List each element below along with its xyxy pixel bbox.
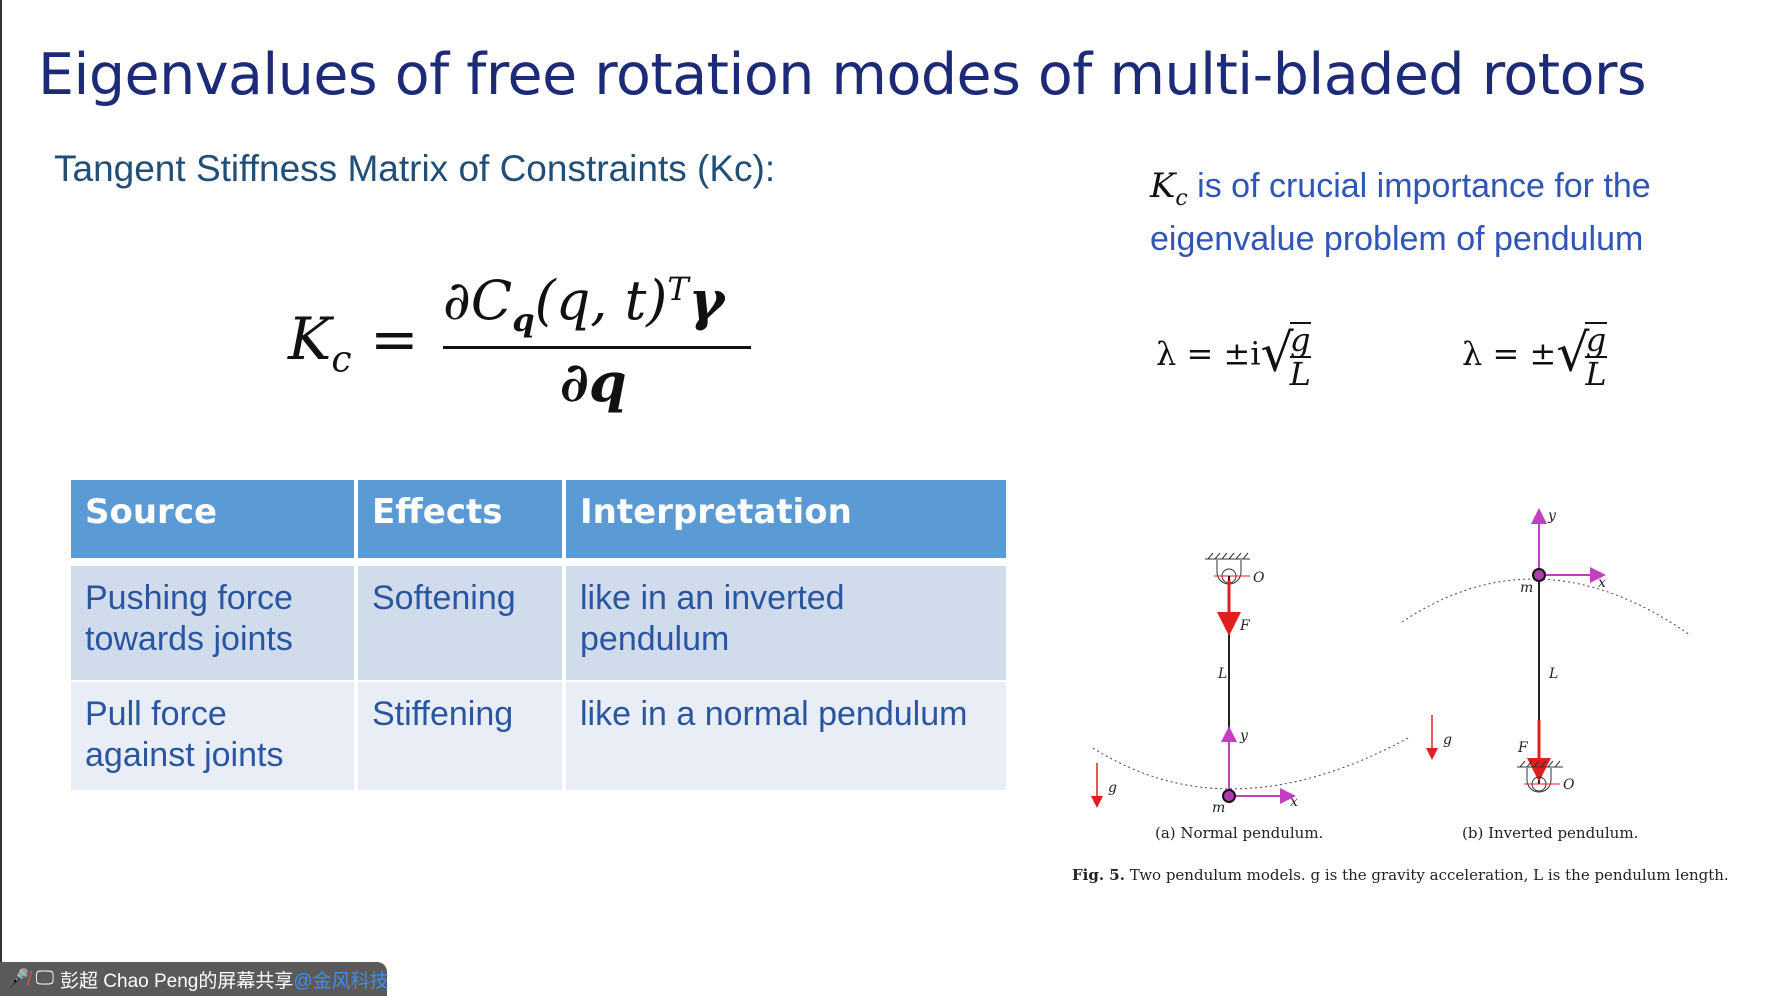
label-g: g bbox=[1443, 732, 1452, 748]
cell-effects: Stiffening bbox=[358, 682, 562, 790]
table-row: Pull force against joints Stiffening lik… bbox=[71, 682, 1006, 790]
formula-num-sup: T bbox=[667, 270, 689, 308]
label-L: L bbox=[1548, 666, 1558, 682]
formula-eq: = bbox=[369, 305, 419, 373]
eigen1-num: g bbox=[1289, 321, 1311, 359]
normal-pendulum: O F L y x m g bbox=[1091, 552, 1411, 816]
inverted-pendulum: y x m L F O g bbox=[1401, 508, 1691, 793]
eigen1-den: L bbox=[1289, 355, 1311, 393]
formula-num-mid: (q, t) bbox=[534, 269, 668, 332]
caption-inverted: (b) Inverted pendulum. bbox=[1462, 824, 1639, 842]
header-source: Source bbox=[71, 480, 354, 566]
label-Fc: F bbox=[1239, 618, 1251, 634]
label-O: O bbox=[1253, 570, 1265, 586]
label-y: y bbox=[1239, 728, 1249, 744]
share-tag: @金风科技 bbox=[293, 970, 389, 992]
formula-num: ∂C bbox=[443, 269, 513, 332]
eigen2-den: L bbox=[1585, 355, 1607, 393]
label-Fc: F bbox=[1517, 740, 1529, 756]
label-x: x bbox=[1290, 794, 1298, 810]
header-effects: Effects bbox=[358, 480, 562, 566]
pendulum-figure: O F L y x m g y x m L F O g bbox=[1091, 508, 1691, 816]
label-y: y bbox=[1547, 508, 1557, 524]
label-m: m bbox=[1212, 800, 1225, 816]
caption-normal: (a) Normal pendulum. bbox=[1155, 824, 1324, 842]
screen-share-icon[interactable]: 🖵 bbox=[35, 968, 54, 989]
slide-title: Eigenvalues of free rotation modes of mu… bbox=[38, 42, 1647, 108]
cell-effects: Softening bbox=[358, 566, 562, 682]
label-g: g bbox=[1108, 780, 1117, 796]
formula-den: ∂q bbox=[560, 350, 627, 414]
eigen-formula-normal: λ = ±i√ g L bbox=[1156, 321, 1311, 393]
label-O: O bbox=[1563, 777, 1575, 793]
share-text: 彭超 Chao Peng的屏幕共享 bbox=[60, 970, 294, 992]
label-L: L bbox=[1217, 666, 1227, 682]
figure-caption: Fig. 5. Two pendulum models. g is the gr… bbox=[1072, 866, 1729, 884]
kc-note: Kc is of crucial importance for the eige… bbox=[1150, 166, 1710, 260]
fraction-bar bbox=[443, 346, 751, 349]
eigen1-prefix: λ = ±i bbox=[1156, 334, 1261, 373]
cell-interpretation: like in a normal pendulum bbox=[566, 682, 1006, 790]
label-x: x bbox=[1598, 575, 1606, 591]
label-m: m bbox=[1520, 580, 1533, 596]
formula-num-sub: q bbox=[512, 300, 535, 339]
table-header-row: Source Effects Interpretation bbox=[71, 480, 1006, 566]
note-symbol-sub: c bbox=[1175, 185, 1188, 211]
eigen-formula-inverted: λ = ±√ g L bbox=[1462, 321, 1607, 393]
figure-caption-label: Fig. 5. bbox=[1072, 866, 1125, 884]
cell-interpretation: like in an inverted pendulum bbox=[566, 566, 1006, 682]
window-edge bbox=[0, 0, 2, 996]
formula-lhs: K bbox=[288, 305, 332, 373]
kc-formula: Kc = ∂Cq(q, t)Tγ ∂q bbox=[288, 268, 768, 420]
header-interpretation: Interpretation bbox=[566, 480, 1006, 566]
figure-caption-text: Two pendulum models. g is the gravity ac… bbox=[1124, 866, 1729, 884]
cell-source: Pushing force towards joints bbox=[71, 566, 354, 682]
note-text: is of crucial importance for the eigenva… bbox=[1150, 167, 1651, 258]
effects-table: Source Effects Interpretation Pushing fo… bbox=[67, 480, 1010, 790]
table-row: Pushing force towards joints Softening l… bbox=[71, 566, 1006, 682]
screen-share-bar[interactable]: 🎤̸ 🖵 彭超 Chao Peng的屏幕共享 @金风科技 bbox=[0, 962, 389, 996]
mic-muted-icon[interactable]: 🎤̸ bbox=[6, 969, 30, 990]
cell-source: Pull force against joints bbox=[71, 682, 354, 790]
eigen2-num: g bbox=[1585, 321, 1607, 359]
formula-num-end: γ bbox=[688, 268, 725, 332]
eigen2-prefix: λ = ± bbox=[1462, 334, 1557, 373]
formula-lhs-sub: c bbox=[331, 339, 352, 381]
slide-subtitle: Tangent Stiffness Matrix of Constraints … bbox=[54, 148, 776, 189]
note-symbol: K bbox=[1150, 166, 1176, 206]
